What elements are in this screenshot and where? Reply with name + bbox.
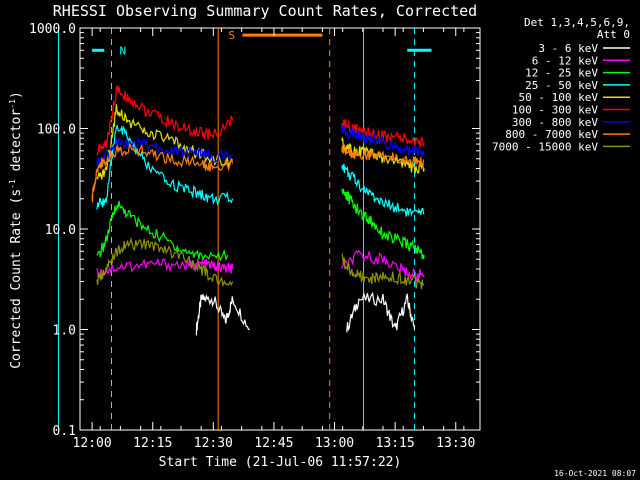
- series-line-6-12: [341, 249, 425, 282]
- saa-flag-label: S: [228, 29, 235, 42]
- legend-entry-label: 7000 - 15000 keV: [492, 140, 598, 153]
- x-tick-label: 12:30: [194, 436, 233, 451]
- series-line-50-100: [96, 104, 234, 181]
- y-axis-label-end: ): [9, 91, 24, 99]
- series-layer: [91, 85, 425, 336]
- series-line-100-300: [96, 85, 234, 156]
- legend-entry-label: 3 - 6 keV: [538, 42, 598, 55]
- series-line-12-25: [341, 188, 425, 260]
- x-tick-label: 13:30: [436, 436, 475, 451]
- series-line-800-7000: [91, 143, 234, 203]
- legend-entry-label: 6 - 12 keV: [532, 54, 599, 67]
- flags-layer: NS: [58, 28, 432, 430]
- series-line-25-50: [96, 125, 234, 210]
- plot-frame: [79, 27, 481, 431]
- x-tick-label: 12:45: [254, 436, 293, 451]
- timestamp: 16-Oct-2021 08:07: [554, 469, 636, 478]
- legend-entry-label: 300 - 800 keV: [512, 116, 598, 129]
- series-line-300-800: [341, 125, 425, 159]
- y-axis-label-tail-sup: -1: [8, 99, 17, 109]
- series-line-7000-15000: [341, 252, 425, 290]
- legend-header-line-2: Att 0: [597, 28, 630, 41]
- legend-entry-label: 50 - 100 keV: [519, 91, 599, 104]
- legend-header-line-1: Det 1,3,4,5,6,9,: [524, 16, 630, 29]
- y-axis-label: Corrected Count Rate (s-1 detector-1): [8, 91, 24, 369]
- y-axis-label-tail: detector: [9, 109, 24, 180]
- series-line-300-800: [96, 136, 233, 169]
- legend-entry-label: 800 - 7000 keV: [505, 128, 598, 141]
- x-tick-label: 12:00: [73, 436, 112, 451]
- night-flag-label: N: [120, 44, 127, 57]
- y-tick-label: 0.1: [53, 424, 76, 439]
- x-tick-label: 12:15: [133, 436, 172, 451]
- series-line-12-25: [96, 200, 229, 262]
- legend-entry-label: 12 - 25 keV: [525, 67, 598, 80]
- series-line-6-12: [96, 258, 234, 279]
- x-tick-label: 13:15: [376, 436, 415, 451]
- x-axis-label: Start Time (21-Jul-06 11:57:22): [159, 455, 402, 470]
- legend-entry-label: 25 - 50 keV: [525, 79, 598, 92]
- legend-entry-label: 100 - 300 keV: [512, 104, 598, 117]
- series-line-3-6: [346, 291, 416, 333]
- y-tick-label: 1.0: [53, 324, 76, 339]
- x-tick-label: 13:00: [315, 436, 354, 451]
- series-line-800-7000: [341, 145, 425, 168]
- y-tick-label: 1000.0: [29, 22, 76, 37]
- y-tick-label: 10.0: [45, 223, 76, 238]
- series-line-3-6: [195, 293, 250, 336]
- axes-layer: 1000.0 100.0 10.0 1.0 0.112:00 12:15 12:30 12:4…: [29, 22, 480, 451]
- y-axis-label-main: Corrected Count Rate (s: [9, 189, 24, 369]
- y-tick-label: 100.0: [37, 123, 76, 138]
- series-line-25-50: [341, 163, 425, 217]
- plot-border: [79, 27, 481, 431]
- series-line-7000-15000: [96, 236, 234, 288]
- y-axis-label-sup: -1: [8, 179, 17, 189]
- chart-title: RHESSI Observing Summary Count Rates, Co…: [53, 2, 477, 20]
